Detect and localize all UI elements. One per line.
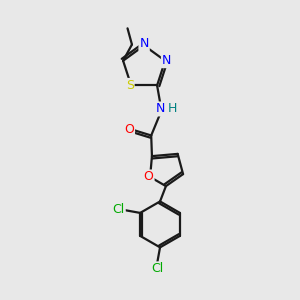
Text: N: N — [140, 38, 149, 50]
Text: Cl: Cl — [112, 203, 125, 217]
Text: H: H — [168, 103, 177, 116]
Text: O: O — [124, 123, 134, 136]
Text: N: N — [162, 54, 171, 67]
Text: N: N — [155, 103, 165, 116]
Text: O: O — [144, 170, 154, 184]
Text: Cl: Cl — [151, 262, 163, 275]
Text: S: S — [126, 79, 134, 92]
